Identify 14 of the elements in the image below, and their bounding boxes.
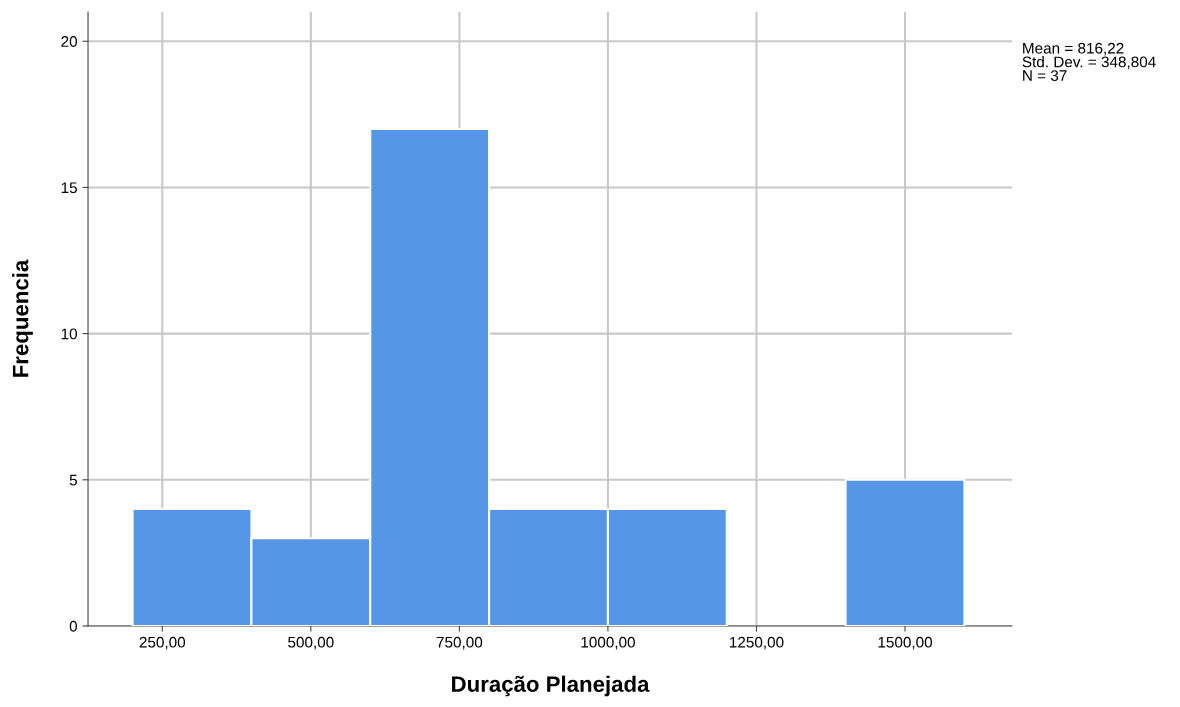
y-tick-label: 15	[61, 182, 77, 194]
y-tick-label: 10	[61, 328, 78, 340]
x-axis-title: Duração Planejada	[452, 675, 650, 697]
x-tick-label: 1250,00	[730, 636, 784, 650]
y-tick-label: 5	[69, 474, 77, 486]
x-tick-label: 750,00	[436, 636, 483, 650]
y-axis-title: Frequencia	[12, 259, 33, 377]
x-tick-label: 1000,00	[581, 636, 635, 650]
y-tick-label: 0	[69, 620, 78, 632]
x-tick-label: 1500,00	[878, 636, 933, 650]
y-tick-label: 20	[61, 36, 78, 47]
x-tick-label: 250,00	[139, 636, 186, 650]
text: Mean = 816,22 Std. Dev. = 348,804 N = 37	[1022, 42, 1156, 82]
x-tick-label: 500,00	[288, 636, 334, 650]
